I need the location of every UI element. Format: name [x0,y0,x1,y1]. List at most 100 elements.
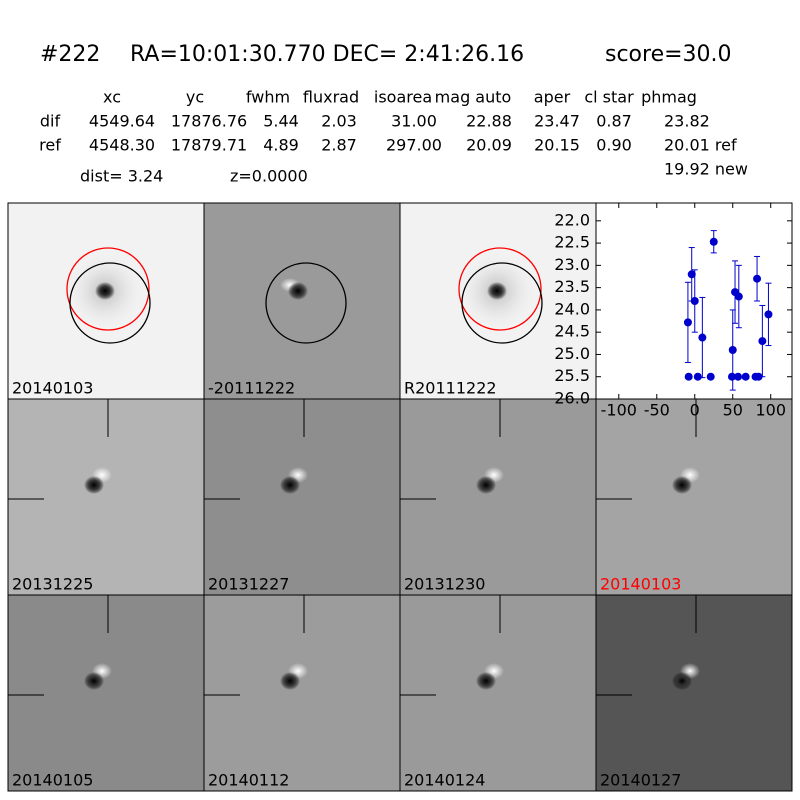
y-tick-label: 23.0 [554,255,590,274]
stamp-label: 20140112 [208,771,289,790]
stamp-label: 20131230 [404,575,485,594]
stamp [399,594,597,792]
stamp-label: 20140105 [12,771,93,790]
column-header: fwhm [246,88,290,107]
point [727,372,736,381]
phmag-new: 19.92 new [664,160,748,179]
stamps: 20140103 -20111222 R20111222 20131225 201312… [7,202,793,792]
point [687,270,696,279]
point [684,372,693,381]
ref-circle [66,247,150,331]
stamp-label: 20140103 [12,379,93,398]
stamp [203,398,401,596]
point [754,372,763,381]
stamp [399,398,597,596]
table-cell: 20.09 [466,136,512,155]
x-tick-label: 0 [690,401,700,420]
point [734,292,743,301]
stamp [595,398,793,596]
column-header: phmag [641,88,697,107]
column-header: xc [103,88,121,107]
stamp [595,594,793,792]
residual-dark [84,672,104,690]
stamp-label: 20131227 [208,575,289,594]
det-circle [265,262,347,344]
column-header: cl star [584,88,634,107]
table-cell: 4549.64 [89,112,155,131]
ref-circle [458,247,542,331]
table-cell: 20.15 [534,136,580,155]
point [758,337,767,346]
table-cell: 4.89 [263,136,299,155]
column-header: fluxrad [303,88,359,107]
y-tick-label: 25.0 [554,344,590,363]
residual-dark [280,672,300,690]
title-coords: RA=10:01:30.770 DEC= 2:41:26.16 [130,42,524,67]
residual-dark [280,476,300,494]
y-tick-label: 24.0 [554,299,590,318]
dist: dist= 3.24 [80,167,163,186]
point [741,372,750,381]
x-tick-label: 50 [723,401,743,420]
point [706,372,715,381]
stamp [7,594,205,792]
table-cell: 297.00 [386,136,442,155]
light-curve: 22.0 22.5 23.0 23.5 24.0 24.5 25.0 25.5 26.0 -100… [554,202,793,420]
y-tick-label: 22.5 [554,233,590,252]
stamp-label: R20111222 [404,379,497,398]
redshift: z=0.0000 [230,167,308,186]
y-tick-label: 26.0 [554,389,590,408]
title-id: #222 [40,42,100,67]
table-cell: 4548.30 [89,136,155,155]
residual-dark [476,672,496,690]
det-circle [69,262,151,344]
y-tick-label: 23.5 [554,277,590,296]
table-cell: 0.90 [596,136,632,155]
x-tick-label: -100 [601,401,637,420]
table-cell: 2.03 [321,112,357,131]
stamp-label: 20140103 [600,575,681,594]
residual-dark [84,476,104,494]
column-header: isoarea [374,88,432,107]
x-tick-label: -50 [644,401,670,420]
table-cell: 31.00 [391,112,437,131]
table-cell: 23.82 [664,112,710,131]
table-cell: ref [39,136,61,155]
point [728,346,737,354]
source [288,282,308,300]
table-cell: dif [40,112,61,131]
residual-dark [672,476,692,494]
point [698,333,707,342]
table-cell: 17876.76 [171,112,247,131]
point [764,310,773,319]
point [683,318,692,327]
residual-dark [476,476,496,494]
table-cell: 0.87 [596,112,632,131]
source [95,282,115,300]
table-cell: 5.44 [263,112,299,131]
table-cell: 2.87 [321,136,357,155]
title-score: score=30.0 [605,42,732,67]
stamp [203,594,401,792]
column-header: yc [186,88,204,107]
y-tick-label: 25.5 [554,366,590,385]
table-cell: 17879.71 [171,136,247,155]
stamp-label: -20111222 [208,379,295,398]
x-tick-label: 100 [755,401,786,420]
column-header: mag auto [435,88,512,107]
table-cell: 20.01 ref [664,136,737,155]
point [753,274,762,283]
stamp-label: 20131225 [12,575,93,594]
source [487,282,507,300]
stamp [203,202,401,400]
residual-dark [672,672,692,690]
stamp-label: 20140127 [600,771,681,790]
stamp [7,398,205,596]
det-circle [461,262,543,344]
y-tick-label: 24.5 [554,322,590,341]
column-header: aper [534,88,571,107]
point [709,237,718,246]
stamp-label: 20140124 [404,771,485,790]
point [690,297,699,305]
